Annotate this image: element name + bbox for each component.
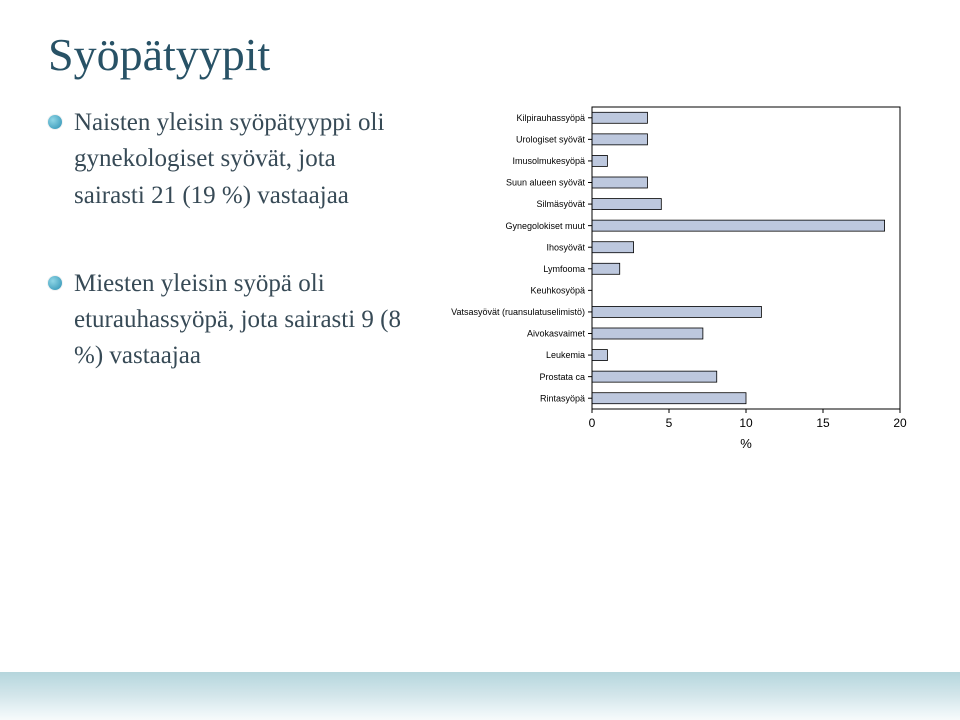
svg-text:%: % bbox=[740, 436, 752, 451]
svg-text:Keuhkosyöpä: Keuhkosyöpä bbox=[530, 286, 585, 296]
footer-gradient bbox=[0, 672, 960, 720]
svg-text:0: 0 bbox=[589, 416, 596, 430]
svg-text:Leukemia: Leukemia bbox=[546, 350, 585, 360]
bullet-text: Miesten yleisin syöpä oli eturauhassyöpä… bbox=[74, 270, 401, 370]
bullet-item: Naisten yleisin syöpätyyppi oli gynekolo… bbox=[48, 105, 412, 214]
content-row: Naisten yleisin syöpätyyppi oli gynekolo… bbox=[48, 99, 912, 459]
svg-text:Gynegolokiset muut: Gynegolokiset muut bbox=[505, 221, 585, 231]
svg-text:Prostata ca: Prostata ca bbox=[539, 372, 585, 382]
cancer-types-bar-chart: Kilpirauhassyöpä Urologiset syövät Imusolm… bbox=[412, 99, 912, 459]
bullet-text: Naisten yleisin syöpätyyppi oli gynekolo… bbox=[74, 109, 384, 209]
svg-text:Kilpirauhassyöpä: Kilpirauhassyöpä bbox=[516, 113, 585, 123]
svg-text:Rintasyöpä: Rintasyöpä bbox=[540, 393, 585, 403]
bullet-dot-icon bbox=[48, 115, 62, 129]
svg-text:10: 10 bbox=[739, 416, 753, 430]
svg-text:20: 20 bbox=[893, 416, 907, 430]
bullet-item: Miesten yleisin syöpä oli eturauhassyöpä… bbox=[48, 266, 412, 375]
svg-text:Aivokasvaimet: Aivokasvaimet bbox=[527, 329, 586, 339]
chart-container: Kilpirauhassyöpä Urologiset syövät Imusolm… bbox=[412, 99, 912, 459]
bullet-dot-icon bbox=[48, 276, 62, 290]
svg-text:Lymfooma: Lymfooma bbox=[543, 264, 585, 274]
svg-text:5: 5 bbox=[666, 416, 673, 430]
svg-text:Silmäsyövät: Silmäsyövät bbox=[536, 199, 585, 209]
slide: Syöpätyypit Naisten yleisin syöpätyyppi … bbox=[0, 0, 960, 720]
svg-text:Vatsasyövät (ruansulatuselimis: Vatsasyövät (ruansulatuselimistö) bbox=[451, 307, 585, 317]
svg-text:Ihosyövät: Ihosyövät bbox=[546, 242, 585, 252]
svg-text:Imusolmukesyöpä: Imusolmukesyöpä bbox=[512, 156, 585, 166]
svg-text:Suun alueen syövät: Suun alueen syövät bbox=[506, 178, 586, 188]
svg-text:15: 15 bbox=[816, 416, 830, 430]
page-title: Syöpätyypit bbox=[48, 28, 912, 81]
bullet-list: Naisten yleisin syöpätyyppi oli gynekolo… bbox=[48, 99, 412, 459]
svg-text:Urologiset syövät: Urologiset syövät bbox=[516, 135, 586, 145]
